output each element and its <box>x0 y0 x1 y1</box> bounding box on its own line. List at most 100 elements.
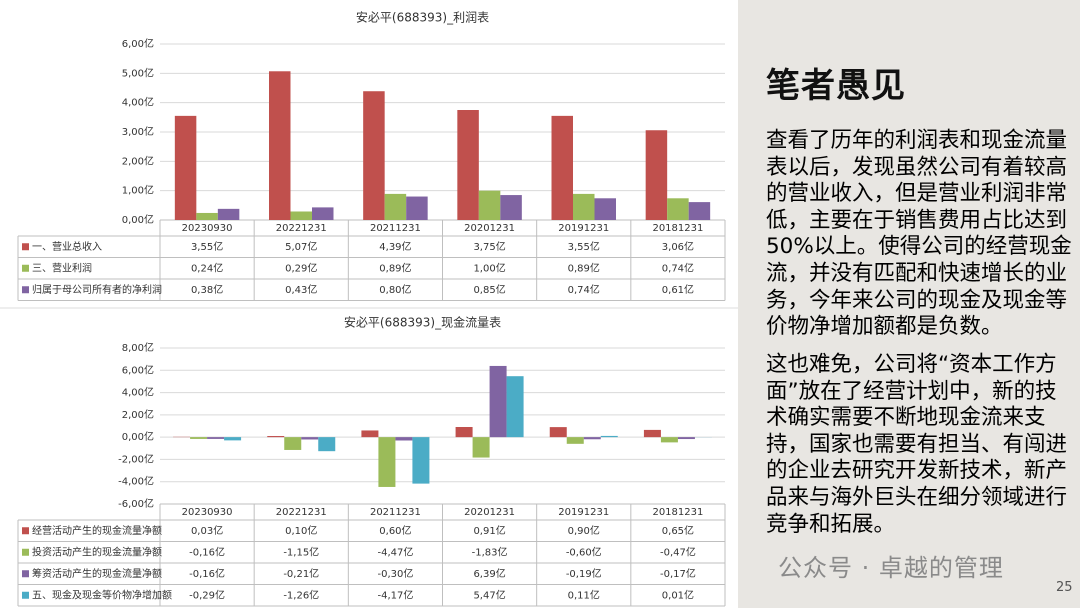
bar <box>660 437 678 443</box>
legend-label: 经营活动产生的现金流量净额 <box>32 524 162 537</box>
table-value: 5,07亿 <box>285 240 317 253</box>
table-value: -4,47亿 <box>377 545 413 558</box>
y-tick-label: 8,00亿 <box>122 341 154 354</box>
legend-label: 三、营业利润 <box>32 261 92 274</box>
bar <box>500 195 522 220</box>
legend-swatch <box>22 286 29 294</box>
bar <box>312 207 334 220</box>
table-value: 0,29亿 <box>285 261 317 274</box>
table-value: -4,17亿 <box>377 588 413 601</box>
y-tick-label: 6,00亿 <box>122 37 154 50</box>
table-value: 0,85亿 <box>473 283 505 296</box>
chart-title: 安必平(688393)_利润表 <box>356 10 489 25</box>
bar <box>643 429 661 438</box>
x-tick-label: 20181231 <box>652 507 703 518</box>
table-value: 0,80亿 <box>379 283 411 296</box>
bar <box>174 115 197 220</box>
table-value: 6,39亿 <box>473 567 505 580</box>
legend-swatch <box>22 548 29 556</box>
table-value: 1,00亿 <box>473 261 505 274</box>
table-value: 0,03亿 <box>191 524 223 537</box>
legend-swatch <box>22 243 29 251</box>
bar <box>566 437 584 444</box>
table-value: -0,47亿 <box>660 545 696 558</box>
table-value: -0,16亿 <box>189 567 225 580</box>
legend-label: 一、营业总收入 <box>32 240 102 253</box>
y-tick-label: -6,00亿 <box>118 497 154 510</box>
bar <box>406 196 428 220</box>
x-tick-label: 20221231 <box>276 507 327 518</box>
table-value: -0,19亿 <box>566 567 602 580</box>
legend-label: 筹资活动产生的现金流量净额 <box>32 567 162 580</box>
y-tick-label: 4,00亿 <box>122 386 154 399</box>
y-tick-label: 0,00亿 <box>122 213 154 226</box>
table-value: -0,29亿 <box>189 588 225 601</box>
table-value: 0,65亿 <box>662 524 694 537</box>
bar <box>378 437 396 487</box>
bar <box>207 437 225 439</box>
table-value: -1,26亿 <box>283 588 319 601</box>
table-value: 3,06亿 <box>662 240 694 253</box>
y-tick-label: 4,00亿 <box>122 96 154 109</box>
legend-swatch <box>22 527 29 535</box>
x-tick-label: 20211231 <box>370 507 421 518</box>
panel-background <box>738 0 1080 608</box>
heading: 笔者愚见 <box>766 66 906 106</box>
chart-title: 安必平(688393)_现金流量表 <box>344 315 501 330</box>
legend-label: 归属于母公司所有者的净利润 <box>32 283 162 296</box>
bar <box>478 190 501 220</box>
x-tick-label: 20211231 <box>370 223 421 234</box>
table-value: 0,91亿 <box>473 524 505 537</box>
bar <box>573 193 595 220</box>
bar <box>267 436 285 438</box>
table-value: 0,74亿 <box>568 283 600 296</box>
bar <box>549 427 567 438</box>
bar <box>318 437 336 452</box>
x-tick-label: 20201231 <box>464 507 515 518</box>
x-tick-label: 20230930 <box>182 507 233 518</box>
table-value: -0,17亿 <box>660 567 696 580</box>
table-value: 0,38亿 <box>191 283 223 296</box>
legend-swatch <box>22 570 29 578</box>
bar <box>361 430 379 438</box>
y-tick-label: 1,00亿 <box>122 184 154 197</box>
bar <box>190 437 208 439</box>
bar <box>412 437 430 484</box>
x-tick-label: 20201231 <box>464 223 515 234</box>
bar <box>551 115 573 220</box>
bar <box>457 110 479 220</box>
bar <box>290 211 312 220</box>
table-value: 3,55亿 <box>568 240 600 253</box>
bar <box>455 427 473 438</box>
legend-label: 五、现金及现金等价物净增加额 <box>32 588 172 601</box>
bar <box>645 130 668 220</box>
table-value: 0,89亿 <box>379 261 411 274</box>
table-value: 3,55亿 <box>191 240 223 253</box>
table-value: -0,16亿 <box>189 545 225 558</box>
paragraph: 查看了历年的利润表和现金流量表以后，发现虽然公司有着较高的营业收入，但是营业利润… <box>766 128 1072 340</box>
bar <box>688 202 711 220</box>
legend-swatch <box>22 264 29 272</box>
bar <box>677 437 695 440</box>
x-tick-label: 20191231 <box>558 223 609 234</box>
y-tick-label: 6,00亿 <box>122 363 154 376</box>
x-tick-label: 20191231 <box>558 507 609 518</box>
bar <box>384 193 407 220</box>
x-tick-label: 20221231 <box>276 223 327 234</box>
bar <box>217 208 240 220</box>
table-value: 0,24亿 <box>191 261 223 274</box>
table-value: 0,89亿 <box>568 261 600 274</box>
y-tick-label: 2,00亿 <box>122 408 154 421</box>
bar <box>506 376 524 438</box>
table-value: 0,43亿 <box>285 283 317 296</box>
bar <box>667 198 689 220</box>
bar <box>583 437 601 440</box>
y-tick-label: 0,00亿 <box>122 430 154 443</box>
table-value: 0,11亿 <box>568 588 600 601</box>
bar <box>301 437 319 440</box>
bar <box>196 212 218 220</box>
legend-label: 投资活动产生的现金流量净额 <box>32 545 162 558</box>
table-value: 0,60亿 <box>379 524 411 537</box>
table-value: -1,15亿 <box>283 545 319 558</box>
